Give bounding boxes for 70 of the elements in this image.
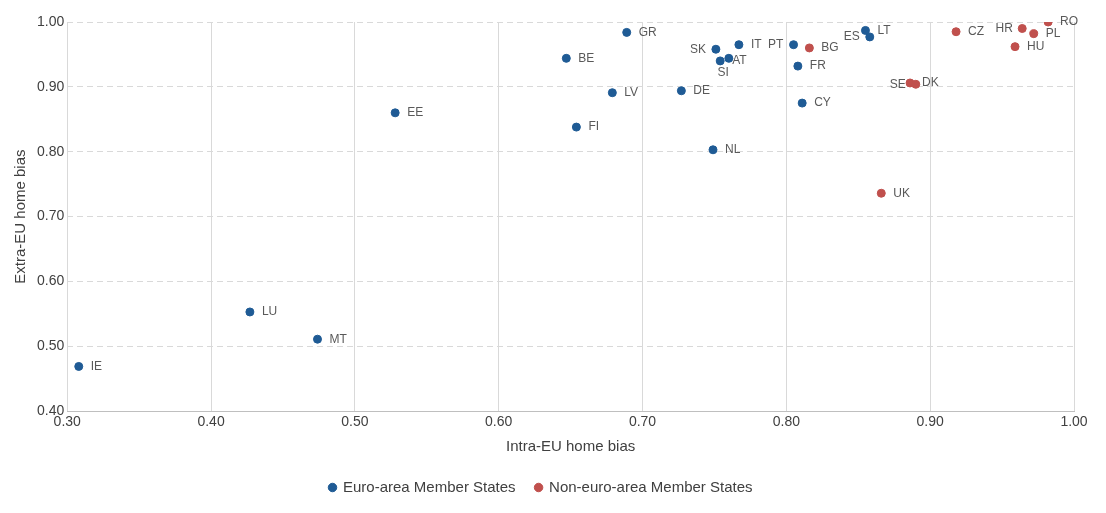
y-tick-label: 0.50 [37, 337, 65, 354]
annotation: SI [717, 64, 729, 79]
annotation: UK [893, 185, 910, 200]
y-tick-label: 0.60 [37, 272, 65, 289]
point [571, 122, 581, 132]
x-axis-title: Intra-EU home bias [506, 437, 636, 455]
point [1017, 23, 1027, 33]
annotation: CZ [968, 24, 985, 39]
annotation: FI [588, 119, 600, 134]
x-tick-label: 0.50 [341, 413, 369, 430]
x-tick-label: 0.90 [916, 413, 945, 430]
point [390, 108, 400, 118]
annotation: IT [750, 37, 763, 52]
x-tick-label: 0.60 [485, 413, 513, 430]
point [789, 40, 799, 50]
annotation: SE [889, 76, 906, 91]
annotation: BE [578, 50, 595, 65]
annotation: HU [1027, 38, 1045, 53]
x-tick-label: 0.70 [628, 413, 657, 430]
annotation: GR [638, 24, 658, 39]
y-tick-label: 0.90 [37, 77, 65, 94]
annotation: PT [767, 37, 784, 52]
annotation: HR [995, 20, 1014, 35]
point [708, 145, 718, 155]
point [313, 334, 322, 344]
annotation: RO [1060, 14, 1079, 29]
x-tick-label: 0.40 [197, 413, 225, 430]
y-tick-label: 0.80 [37, 142, 65, 159]
annotation: LV [624, 85, 639, 100]
annotation: CY [814, 95, 831, 110]
point [561, 53, 571, 63]
point [711, 44, 721, 54]
y-axis-title: Extra-EU home bias [11, 149, 29, 284]
point [1029, 29, 1039, 39]
point [74, 361, 84, 371]
point [804, 43, 814, 53]
point [797, 98, 807, 108]
annotation: LT [877, 22, 892, 37]
annotation: PL [1045, 25, 1061, 40]
annotation: SK [689, 41, 706, 56]
point [622, 27, 632, 37]
point [793, 61, 803, 71]
annotation: LU [261, 304, 278, 319]
legend-label: Euro-area Member States [343, 477, 516, 495]
annotation: DE [693, 83, 711, 98]
annotation: NL [725, 142, 741, 157]
annotation: EE [407, 105, 424, 120]
annotation: AT [732, 53, 748, 68]
annotation: IE [90, 358, 103, 373]
point [911, 79, 921, 89]
annotation: FR [809, 58, 827, 73]
annotation: MT [329, 331, 348, 346]
x-tick-label: 1.00 [1060, 413, 1088, 430]
x-tick-label: 0.80 [772, 413, 801, 430]
point [1010, 42, 1020, 52]
point [715, 56, 725, 66]
annotation: BG [821, 40, 839, 55]
annotation: ES [843, 29, 860, 44]
point [245, 307, 255, 317]
point [951, 27, 961, 37]
point [734, 40, 744, 50]
point [676, 86, 686, 96]
annotation: DK [922, 75, 939, 90]
point [876, 188, 886, 198]
y-tick-label: 1.00 [37, 12, 65, 29]
point [865, 32, 875, 42]
point [607, 88, 617, 98]
point [860, 25, 870, 35]
y-tick-label: 0.70 [37, 207, 65, 224]
legend-label: Non-euro-area Member States [549, 477, 753, 495]
